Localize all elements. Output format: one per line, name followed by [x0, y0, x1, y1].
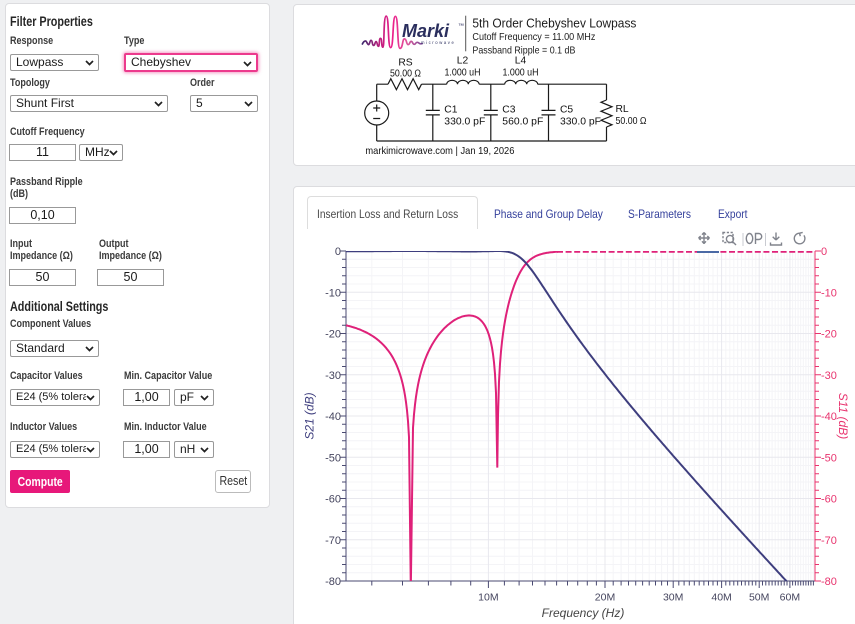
svg-text:-10: -10	[821, 287, 837, 299]
svg-text:-20: -20	[325, 329, 341, 341]
svg-text:Frequency (Hz): Frequency (Hz)	[542, 606, 625, 620]
svg-text:-80: -80	[821, 576, 837, 588]
svg-text:-30: -30	[821, 370, 837, 382]
svg-text:560.0 pF: 560.0 pF	[502, 116, 543, 127]
svg-text:C5: C5	[560, 105, 573, 116]
svg-text:50.00 Ω: 50.00 Ω	[616, 116, 647, 127]
svg-text:60M: 60M	[780, 592, 800, 604]
svg-text:S21 (dB): S21 (dB)	[303, 392, 317, 439]
svg-text:L2: L2	[457, 56, 469, 67]
svg-text:™: ™	[458, 23, 464, 30]
svg-text:-70: -70	[821, 535, 837, 547]
svg-text:-50: -50	[821, 452, 837, 464]
svg-text:10M: 10M	[478, 592, 498, 604]
svg-text:330.0 pF: 330.0 pF	[560, 116, 601, 127]
svg-text:1.000 uH: 1.000 uH	[445, 68, 481, 79]
svg-text:-80: -80	[325, 576, 341, 588]
svg-text:-20: -20	[821, 329, 837, 341]
svg-text:-60: -60	[821, 494, 837, 506]
svg-text:C3: C3	[502, 105, 515, 116]
svg-text:0: 0	[821, 246, 827, 258]
svg-text:-10: -10	[325, 287, 341, 299]
svg-text:Passband Ripple = 0.1 dB: Passband Ripple = 0.1 dB	[472, 46, 575, 57]
svg-text:-40: -40	[821, 411, 837, 423]
svg-text:-50: -50	[325, 452, 341, 464]
svg-text:1.000 uH: 1.000 uH	[503, 68, 539, 79]
svg-text:L4: L4	[515, 56, 527, 67]
svg-text:RL: RL	[616, 104, 629, 115]
svg-text:C1: C1	[444, 105, 457, 116]
svg-text:0: 0	[335, 246, 341, 258]
svg-text:50M: 50M	[749, 592, 769, 604]
svg-text:40M: 40M	[711, 592, 731, 604]
svg-text:20M: 20M	[595, 592, 615, 604]
svg-text:5th Order Chebyshev Lowpass: 5th Order Chebyshev Lowpass	[472, 16, 636, 30]
svg-text:-30: -30	[325, 370, 341, 382]
svg-text:Cutoff Frequency = 11.00 MHz: Cutoff Frequency = 11.00 MHz	[472, 32, 595, 43]
svg-text:-60: -60	[325, 494, 341, 506]
svg-text:330.0 pF: 330.0 pF	[444, 116, 485, 127]
svg-text:30M: 30M	[663, 592, 683, 604]
svg-text:microwave: microwave	[421, 40, 455, 45]
svg-text:-40: -40	[325, 411, 341, 423]
svg-text:markimicrowave.com | Jan 19, 2: markimicrowave.com | Jan 19, 2026	[365, 145, 514, 157]
svg-text:Marki: Marki	[402, 21, 450, 41]
svg-text:RS: RS	[398, 57, 412, 68]
svg-text:-70: -70	[325, 535, 341, 547]
svg-text:50.00 Ω: 50.00 Ω	[390, 68, 421, 79]
svg-text:S11 (dB): S11 (dB)	[836, 393, 850, 439]
